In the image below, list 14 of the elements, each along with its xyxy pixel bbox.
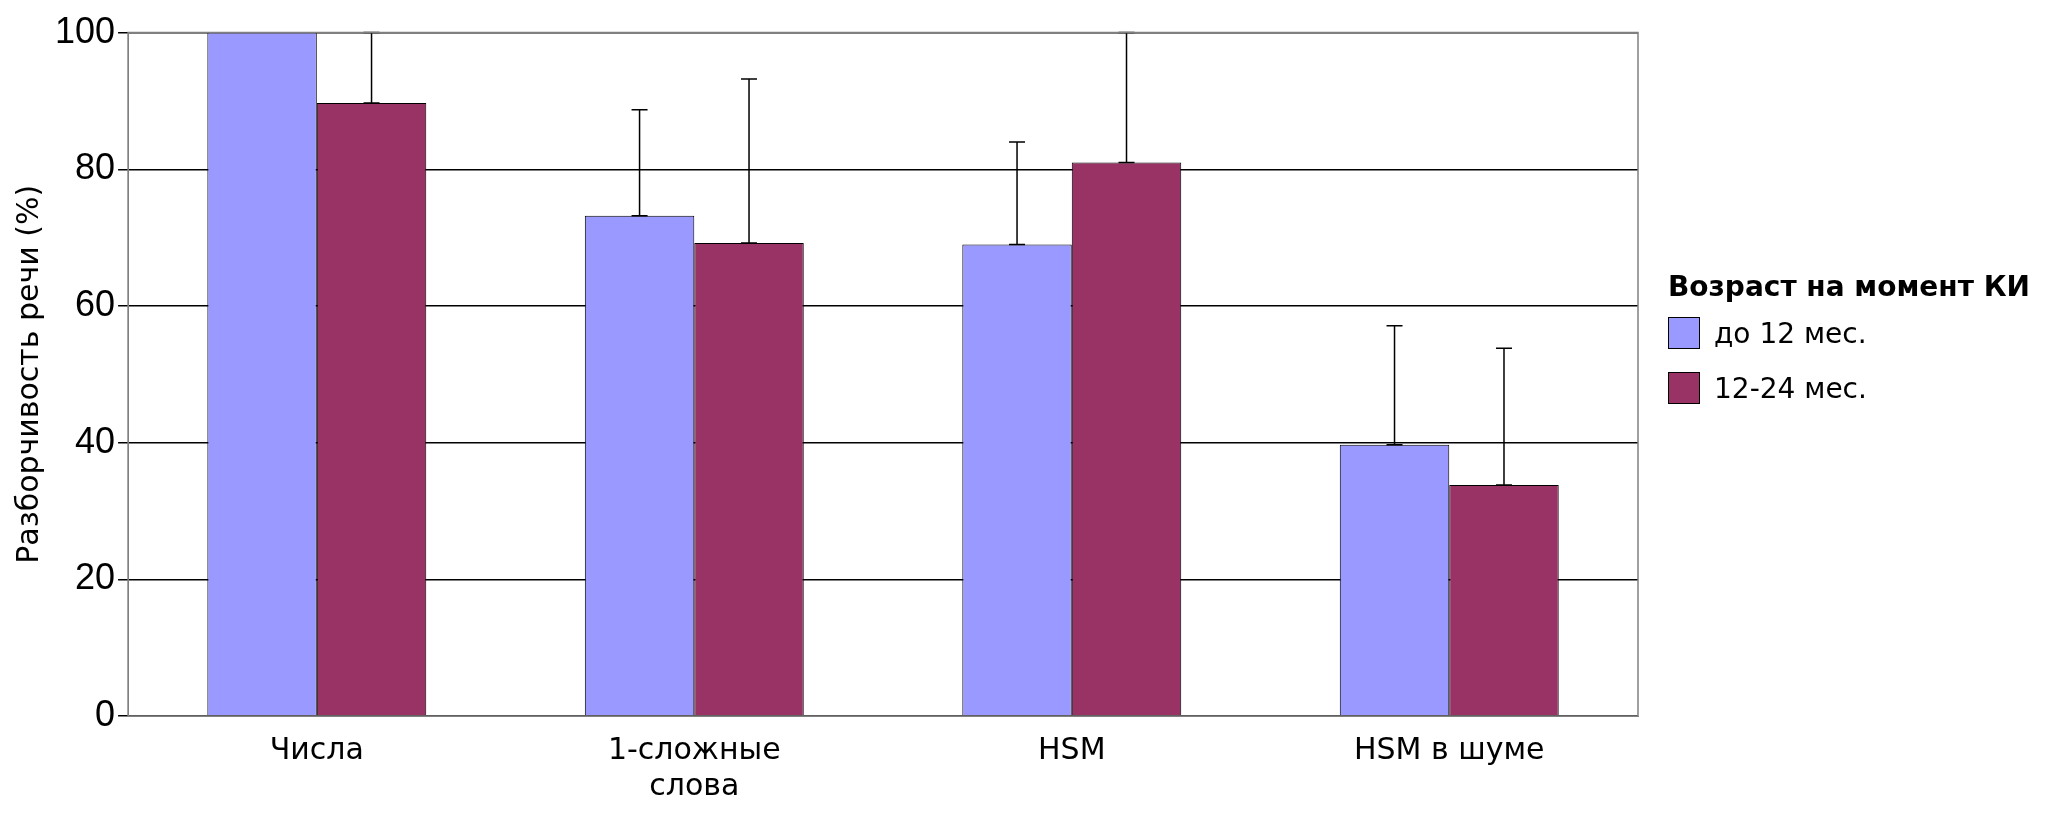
- y-tick-label: 0: [95, 692, 116, 734]
- y-tick-label: 40: [75, 419, 116, 461]
- x-tick-label: HSM: [1038, 730, 1106, 766]
- x-tick-label: 1-сложные слова: [607, 730, 781, 802]
- y-tick-label: 60: [75, 282, 116, 324]
- y-tick-label: 80: [75, 146, 116, 188]
- y-tick-label: 100: [54, 9, 116, 51]
- legend-label: до 12 мес.: [1714, 316, 1867, 350]
- legend-label: 12-24 мес.: [1714, 371, 1867, 405]
- y-tick-label: 20: [75, 556, 116, 598]
- x-tick-label: Числа: [269, 730, 364, 766]
- x-tick-label: HSM в шуме: [1353, 730, 1545, 766]
- y-axis-title: Разборчивость речи (%): [9, 184, 45, 564]
- legend-title: Возраст на момент КИ: [1668, 269, 2030, 303]
